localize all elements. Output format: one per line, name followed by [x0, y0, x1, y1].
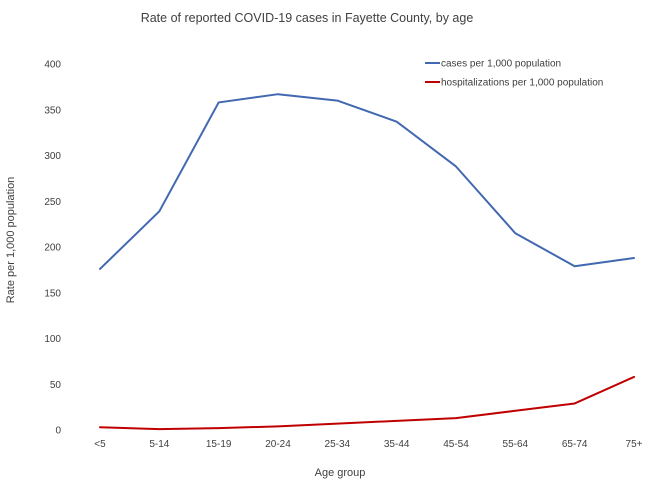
- y-axis-label: Rate per 1,000 population: [5, 177, 17, 304]
- y-tick-label: 150: [44, 288, 61, 299]
- x-tick-label: 75+: [626, 439, 643, 450]
- x-tick-label: 45-54: [443, 439, 469, 450]
- x-tick-label: 65-74: [562, 439, 588, 450]
- x-tick-label: 55-64: [503, 439, 529, 450]
- series-lines: [99, 93, 635, 431]
- x-tick-label: <5: [94, 439, 106, 450]
- y-tick-label: 350: [44, 105, 61, 116]
- series-line-1: [99, 93, 635, 270]
- y-tick-label: 50: [50, 380, 62, 391]
- y-tick-label: 400: [44, 60, 61, 71]
- x-axis-ticks: <5 5-14 15-19 20-24 25-34 35-44 45-54 55-64 65-7…: [94, 439, 642, 450]
- legend: cases per 1,000 population hospitalizatio…: [425, 59, 603, 89]
- chart-title: Rate of reported COVID-19 cases in Fayet…: [141, 11, 474, 25]
- x-tick-label: 25-34: [325, 439, 351, 450]
- y-axis-ticks: 0 50 100 150 200 250 300 350 400: [44, 60, 61, 437]
- series-line-2: [99, 375, 635, 431]
- legend-entry: hospitalizations per 1,000 population: [441, 78, 603, 89]
- y-tick-label: 0: [55, 426, 61, 437]
- x-tick-label: 35-44: [384, 439, 410, 450]
- y-tick-label: 200: [44, 243, 61, 254]
- x-tick-label: 15-19: [206, 439, 232, 450]
- y-tick-label: 250: [44, 197, 61, 208]
- x-tick-label: 5-14: [149, 439, 169, 450]
- x-axis-label: Age group: [315, 467, 366, 479]
- y-tick-label: 100: [44, 334, 61, 345]
- legend-entry: cases per 1,000 population: [441, 59, 561, 70]
- y-tick-label: 300: [44, 151, 61, 162]
- x-tick-label: 20-24: [265, 439, 291, 450]
